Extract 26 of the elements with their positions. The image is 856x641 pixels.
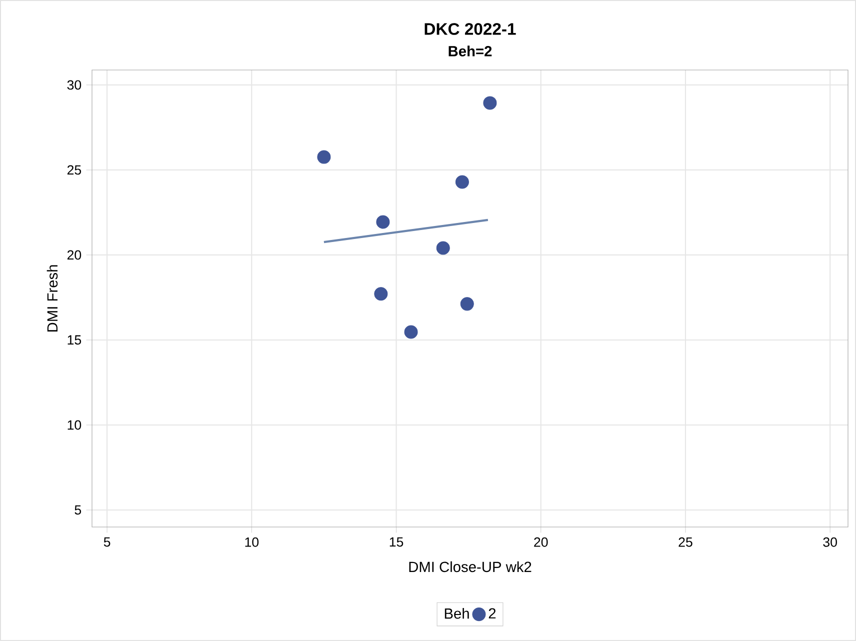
x-axis-title: DMI Close-UP wk2 bbox=[409, 561, 532, 572]
y-tick-label: 5 bbox=[74, 505, 82, 515]
y-tick-label: 25 bbox=[67, 165, 82, 175]
x-tick-label: 5 bbox=[104, 537, 110, 547]
y-axis-title: DMI Fresh bbox=[46, 265, 58, 332]
legend-title: Beh bbox=[444, 608, 469, 619]
point bbox=[374, 287, 388, 301]
point bbox=[317, 150, 331, 164]
y-tick-label: 30 bbox=[67, 80, 82, 90]
point bbox=[455, 175, 469, 189]
chart-title: DKC 2022-1 bbox=[424, 23, 516, 35]
chart-subtitle: Beh=2 bbox=[448, 46, 492, 56]
x-tick-label: 10 bbox=[245, 537, 259, 547]
point bbox=[483, 96, 497, 110]
point bbox=[460, 297, 474, 311]
point bbox=[436, 241, 450, 255]
x-tick-label: 25 bbox=[678, 537, 692, 547]
legend-label: 2 bbox=[488, 608, 496, 618]
y-tick-label: 15 bbox=[68, 335, 82, 345]
y-tick-label: 10 bbox=[68, 420, 82, 430]
point bbox=[376, 215, 390, 229]
x-tick-label: 20 bbox=[534, 537, 548, 547]
y-tick-label: 20 bbox=[67, 250, 82, 260]
x-tick-label: 30 bbox=[823, 537, 837, 547]
point bbox=[404, 325, 418, 339]
x-tick-label: 15 bbox=[390, 537, 404, 547]
